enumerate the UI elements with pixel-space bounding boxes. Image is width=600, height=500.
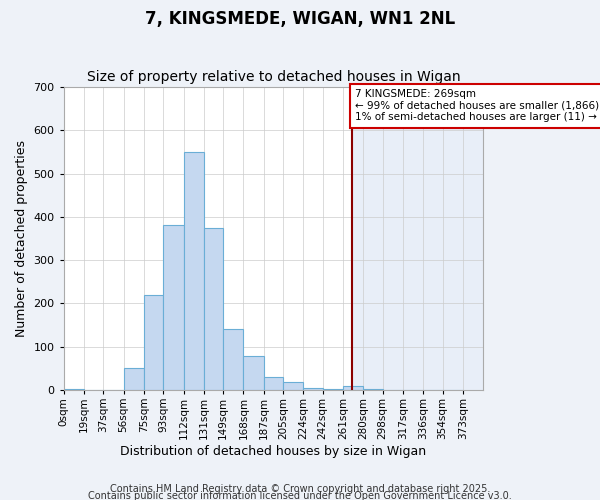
Text: Contains public sector information licensed under the Open Government Licence v3: Contains public sector information licen… — [88, 491, 512, 500]
Bar — [283, 382, 304, 390]
Bar — [223, 330, 244, 390]
X-axis label: Distribution of detached houses by size in Wigan: Distribution of detached houses by size … — [121, 444, 427, 458]
Bar — [163, 226, 184, 390]
Bar — [64, 389, 84, 390]
Text: 7 KINGSMEDE: 269sqm
← 99% of detached houses are smaller (1,866)
1% of semi-deta: 7 KINGSMEDE: 269sqm ← 99% of detached ho… — [355, 89, 599, 122]
Bar — [124, 368, 144, 390]
Text: Contains HM Land Registry data © Crown copyright and database right 2025.: Contains HM Land Registry data © Crown c… — [110, 484, 490, 494]
Bar — [343, 386, 364, 390]
Bar — [144, 294, 163, 390]
Bar — [244, 356, 264, 390]
Bar — [352, 87, 483, 390]
Y-axis label: Number of detached properties: Number of detached properties — [15, 140, 28, 337]
Title: Size of property relative to detached houses in Wigan: Size of property relative to detached ho… — [86, 70, 460, 85]
Text: 7, KINGSMEDE, WIGAN, WN1 2NL: 7, KINGSMEDE, WIGAN, WN1 2NL — [145, 10, 455, 28]
Bar — [184, 152, 204, 390]
Bar — [304, 388, 323, 390]
Bar — [204, 228, 223, 390]
Bar — [264, 377, 283, 390]
